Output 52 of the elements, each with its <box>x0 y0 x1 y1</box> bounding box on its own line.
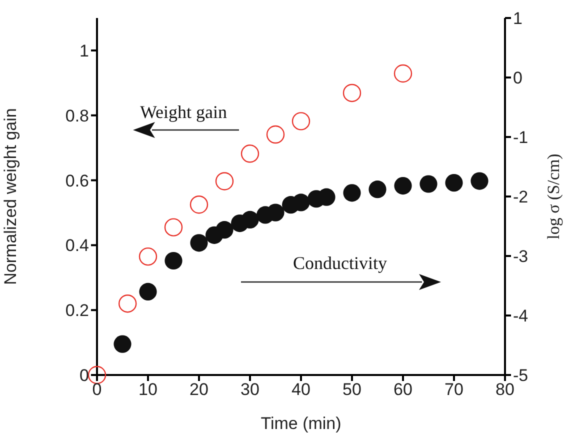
y2-axis-title: log σ (S/cm) <box>544 154 564 240</box>
point <box>215 172 234 190</box>
point <box>164 218 183 236</box>
point <box>266 125 285 144</box>
point <box>118 294 137 313</box>
point <box>394 64 412 83</box>
y2-tick-label: -4 <box>513 306 528 326</box>
x-tick-label: 70 <box>444 380 464 400</box>
y-tick-label: 0.2 <box>65 301 89 320</box>
point <box>394 176 412 195</box>
point <box>240 144 260 163</box>
x-tick-label: 40 <box>292 380 310 400</box>
point <box>420 175 438 193</box>
x-tick-label: 20 <box>190 380 208 400</box>
point <box>88 366 106 384</box>
y2-tick-label: 0 <box>513 68 522 88</box>
point <box>292 194 310 212</box>
x-tick-label: 50 <box>342 380 362 400</box>
y2-tick-label: -3 <box>513 247 528 266</box>
point <box>190 234 208 252</box>
point <box>139 282 157 300</box>
point <box>190 196 208 214</box>
point <box>343 184 361 202</box>
x-tick-label: 10 <box>138 380 158 400</box>
point <box>292 112 310 130</box>
point <box>266 204 284 222</box>
y-tick-label: 0.8 <box>65 106 89 126</box>
x-tick-label: 80 <box>496 380 514 400</box>
point <box>241 210 259 229</box>
y-tick-label: 0.6 <box>65 171 89 190</box>
point <box>164 252 182 270</box>
y2-tick-label: -1 <box>513 128 528 148</box>
y-tick-label: 1 <box>80 41 89 60</box>
point <box>216 221 234 239</box>
point <box>445 174 463 192</box>
y-axis-title: Normalized weight gain <box>1 108 20 285</box>
point <box>138 247 158 266</box>
x-tick-label: 60 <box>394 380 412 400</box>
y2-tick-label: -2 <box>513 188 528 207</box>
x-axis-title: Time (min) <box>260 414 342 433</box>
y-tick-label: 0.4 <box>65 236 89 256</box>
y2-tick-label: -5 <box>513 366 528 386</box>
point <box>470 172 488 190</box>
y2-tick-label: 1 <box>513 9 522 28</box>
point <box>368 180 386 198</box>
annotation: Conductivity <box>293 253 387 273</box>
x-tick-label: 0 <box>92 380 102 400</box>
y-tick-label: 0 <box>80 366 89 386</box>
point <box>114 335 132 353</box>
x-tick-label: 30 <box>240 380 260 400</box>
point <box>342 84 362 102</box>
annotation: Weight gain <box>140 102 228 122</box>
